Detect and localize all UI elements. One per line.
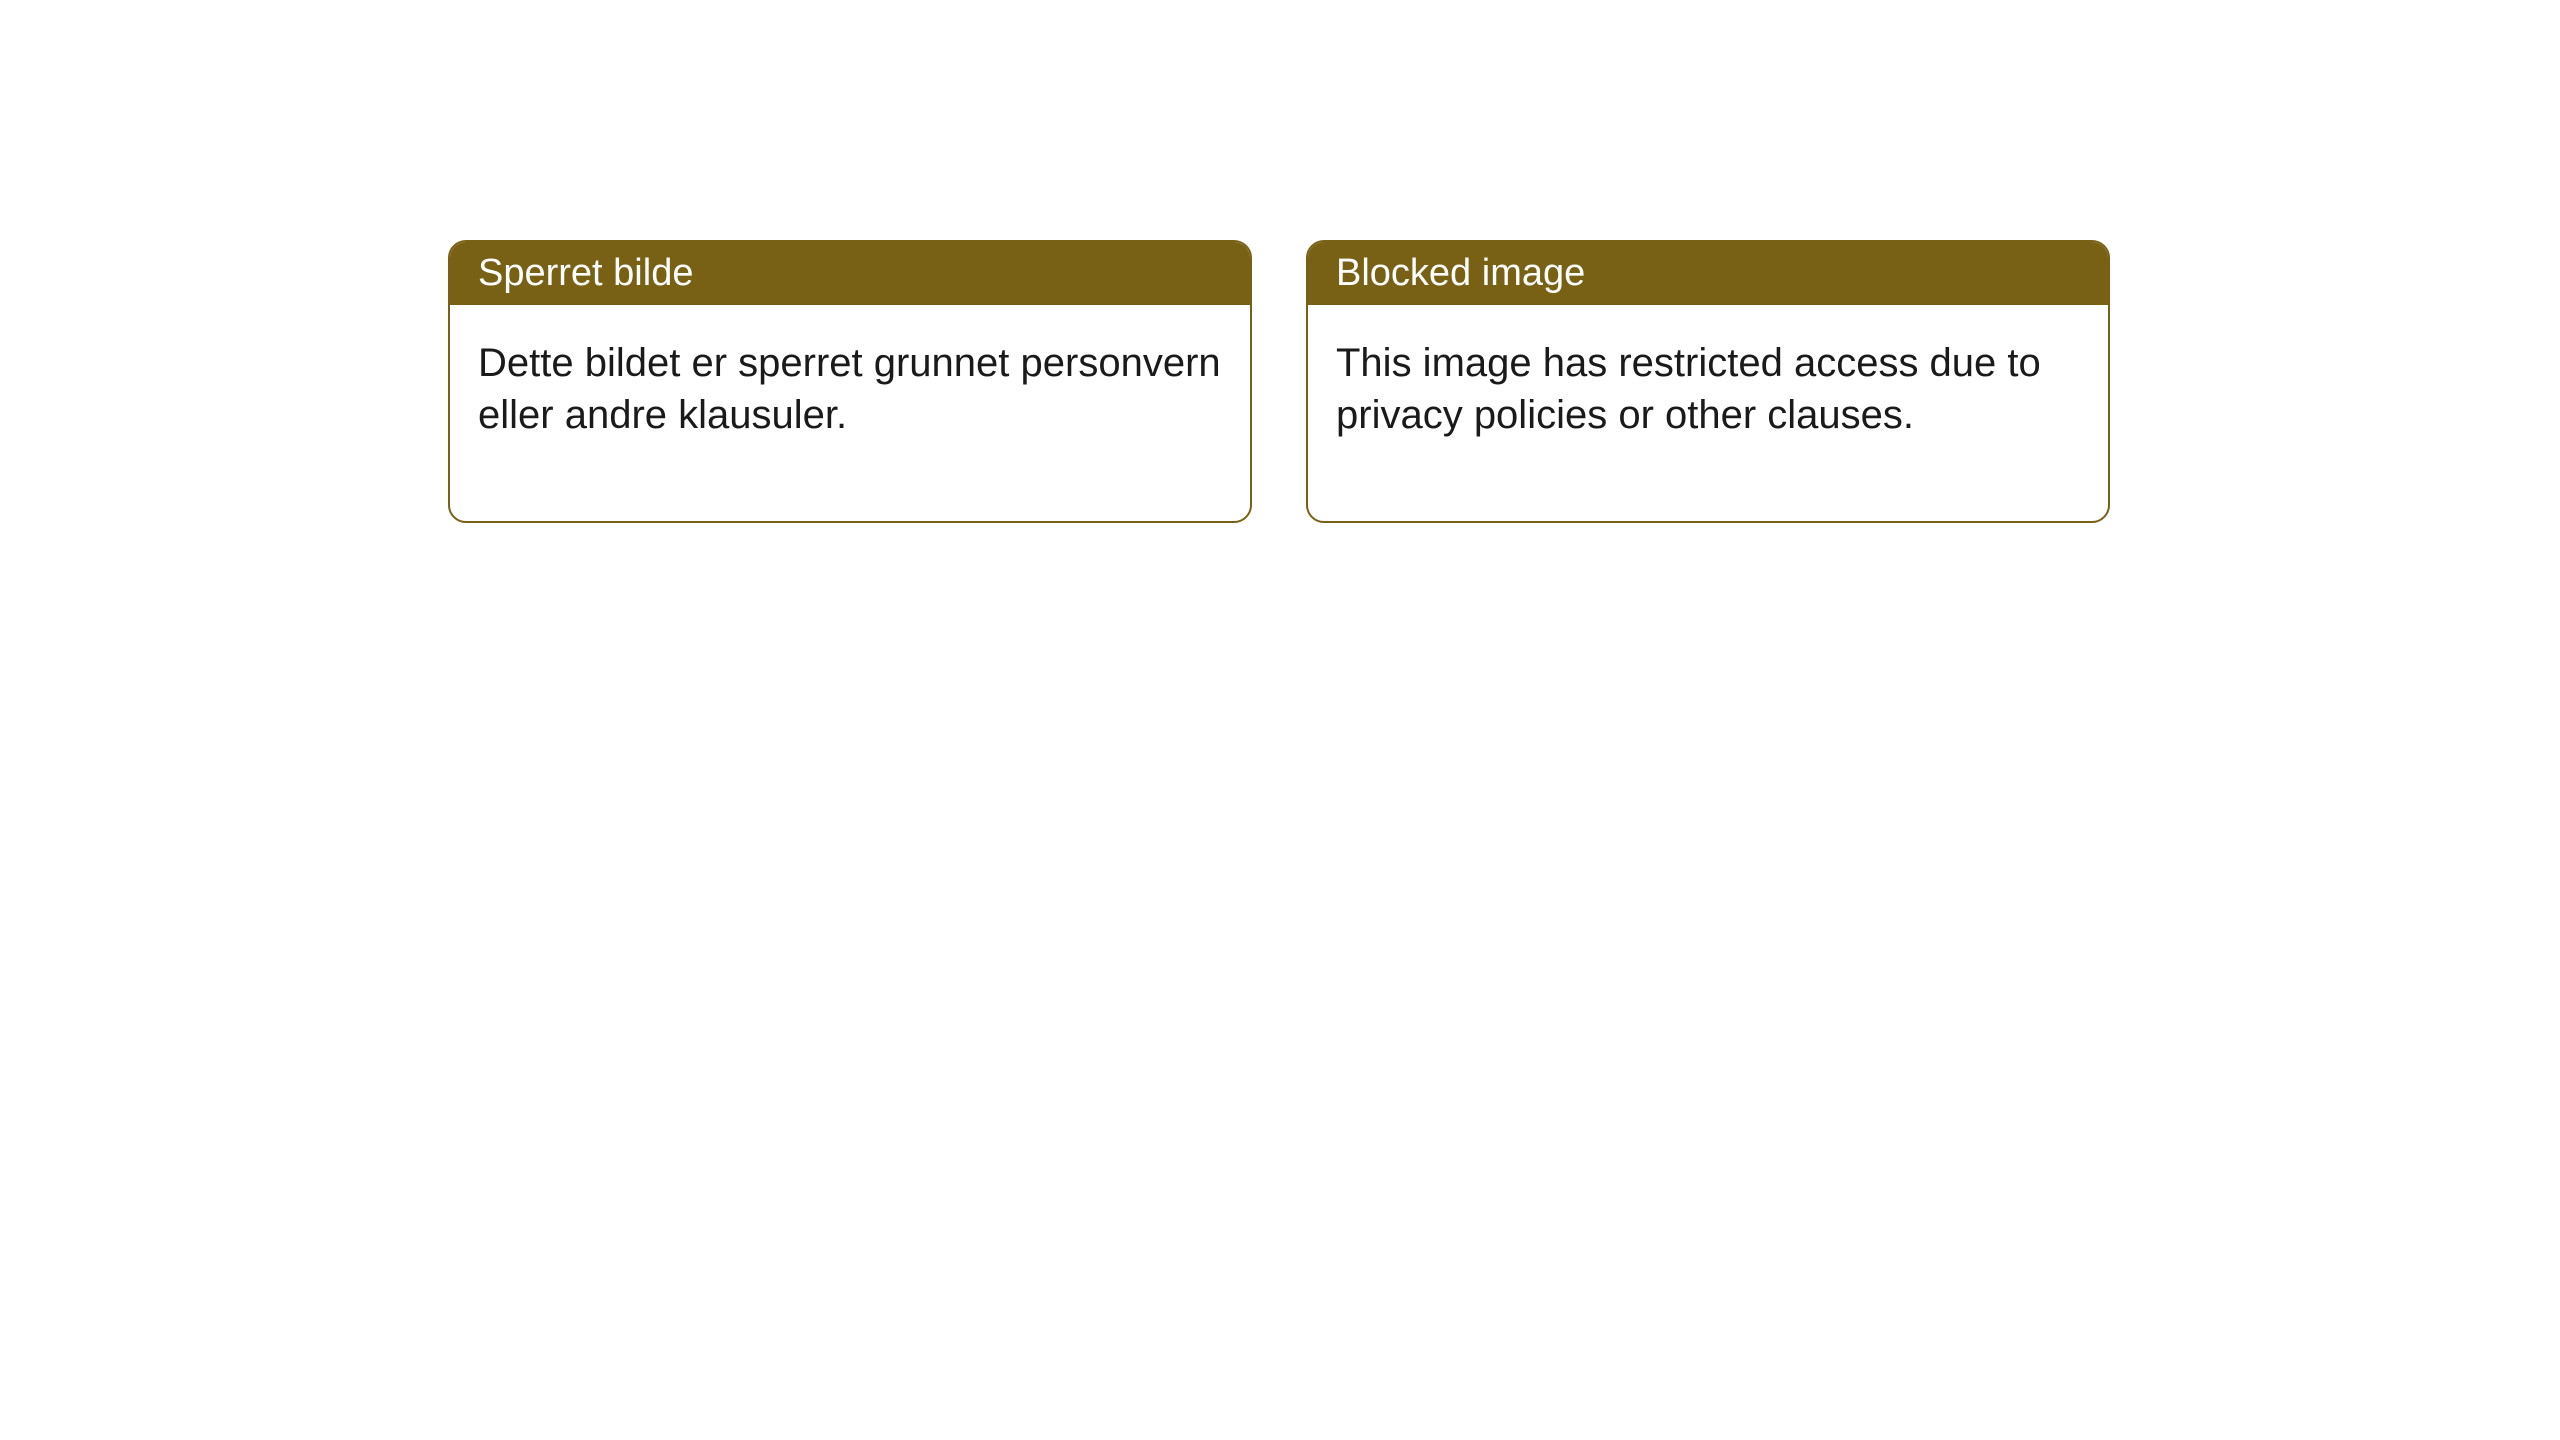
notice-body: This image has restricted access due to … xyxy=(1308,305,2108,521)
notice-card-english: Blocked image This image has restricted … xyxy=(1306,240,2110,523)
notice-body: Dette bildet er sperret grunnet personve… xyxy=(450,305,1250,521)
notice-title: Sperret bilde xyxy=(450,242,1250,305)
notice-title: Blocked image xyxy=(1308,242,2108,305)
notices-container: Sperret bilde Dette bildet er sperret gr… xyxy=(0,0,2560,523)
notice-card-norwegian: Sperret bilde Dette bildet er sperret gr… xyxy=(448,240,1252,523)
